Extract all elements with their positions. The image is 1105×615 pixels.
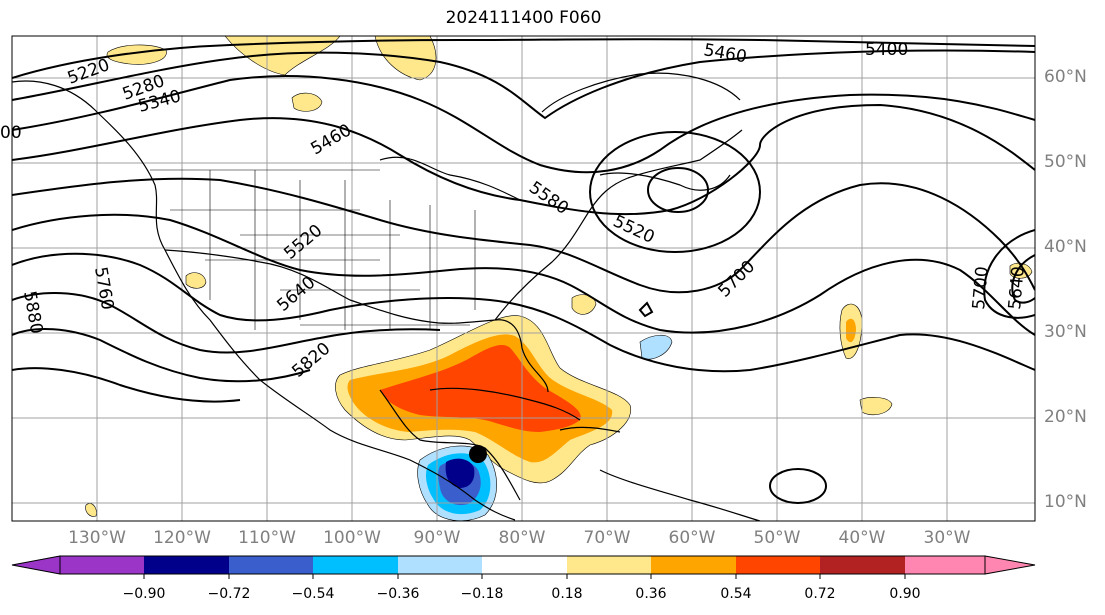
colorbar-segment [144, 556, 229, 574]
height-contours [12, 38, 1035, 504]
negative-anomaly-atlantic [639, 334, 673, 360]
colorbar-tick-label: −0.54 [291, 586, 335, 602]
colorbar-segment [651, 556, 736, 574]
colorbar-tick-label: −0.72 [207, 586, 251, 602]
lat-label: 50°N [1044, 152, 1087, 172]
positive-patch-north-2 [224, 36, 341, 76]
colorbar-segment [482, 556, 567, 574]
colorbar-tick-label: 0.72 [804, 586, 836, 602]
colorbar-segment [229, 556, 313, 574]
lat-label: 20°N [1044, 407, 1087, 427]
colorbar-segment [567, 556, 651, 574]
colorbar-segment [905, 556, 985, 574]
positive-patch-atlantic-1 [571, 294, 597, 315]
lat-label: 40°N [1044, 237, 1087, 257]
colorbar [11, 555, 1036, 579]
positive-patch-west [185, 272, 207, 289]
lon-label: 70°W [583, 528, 631, 548]
lon-label: 30°W [923, 528, 971, 548]
colorbar-tick-label: −0.36 [376, 586, 420, 602]
contour-label: 5400 [865, 40, 908, 60]
positive-patch-atlantic-2-core [846, 318, 856, 343]
lon-label: 60°W [668, 528, 716, 548]
coastlines [12, 72, 761, 521]
lon-label: 100°W [323, 528, 381, 548]
colorbar-segment [820, 556, 905, 574]
contour-label: 5640 [1005, 266, 1029, 311]
colorbar-segment [398, 556, 482, 574]
colorbar-low-arrow [11, 555, 61, 575]
graticule [12, 36, 1035, 521]
lat-label: 10°N [1044, 492, 1087, 512]
colorbar-tick-label: 0.36 [635, 586, 667, 602]
colorbar-segment [313, 556, 398, 574]
lat-label: 30°N [1044, 322, 1087, 342]
map-frame [11, 35, 1036, 522]
lon-label: 110°W [238, 528, 296, 548]
map-title: 2024111400 F060 [445, 8, 602, 28]
lon-label: 40°W [838, 528, 886, 548]
colorbar-high-arrow [984, 555, 1036, 575]
positive-patch-atlantic-3 [859, 397, 893, 416]
cyclone-marker [469, 445, 487, 463]
contour-label: 5700 [969, 266, 993, 311]
lon-label: 80°W [498, 528, 546, 548]
colorbar-tick-label: 0.54 [720, 586, 752, 602]
lon-label: 120°W [153, 528, 211, 548]
negative-anomaly-navy [445, 458, 475, 488]
positive-patch-north-4 [291, 92, 323, 112]
lat-label: 60°N [1044, 67, 1087, 87]
colorbar-tick-label: 0.18 [551, 586, 583, 602]
contour-label: 00 [0, 123, 22, 143]
colorbar-tick-label: 0.90 [889, 586, 921, 602]
positive-patch-south [85, 503, 97, 517]
colorbar-tick-label: −0.18 [460, 586, 504, 602]
lon-label: 50°W [753, 528, 801, 548]
colorbar-segment [60, 556, 144, 574]
positive-anomaly-red [380, 344, 581, 432]
lon-label: 130°W [68, 528, 126, 548]
lon-label: 90°W [413, 528, 461, 548]
colorbar-tick-label: −0.90 [122, 586, 166, 602]
colorbar-segment [736, 556, 820, 574]
